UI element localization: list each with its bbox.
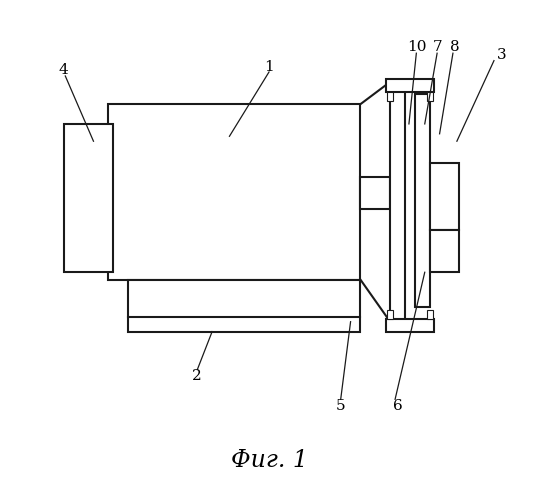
Bar (386, 319, 434, 332)
Bar (427, 310, 433, 319)
Bar (415, 94, 430, 307)
Bar (430, 230, 459, 272)
Text: 4: 4 (59, 62, 69, 76)
Bar (427, 92, 433, 100)
Text: 6: 6 (393, 399, 402, 413)
Text: 8: 8 (450, 40, 459, 54)
Text: 2: 2 (193, 369, 202, 383)
Text: 7: 7 (433, 40, 442, 54)
Bar (386, 80, 434, 92)
Bar (108, 104, 360, 280)
Bar (390, 82, 405, 322)
Bar (430, 164, 459, 230)
Bar (64, 124, 114, 272)
Bar (387, 310, 393, 319)
Text: 10: 10 (408, 40, 427, 54)
Bar (128, 280, 360, 332)
Text: 5: 5 (336, 399, 345, 413)
Bar (387, 92, 393, 100)
Text: Фиг. 1: Фиг. 1 (231, 448, 307, 471)
Text: 3: 3 (497, 48, 506, 62)
Text: 1: 1 (264, 60, 274, 74)
Bar (360, 178, 390, 209)
